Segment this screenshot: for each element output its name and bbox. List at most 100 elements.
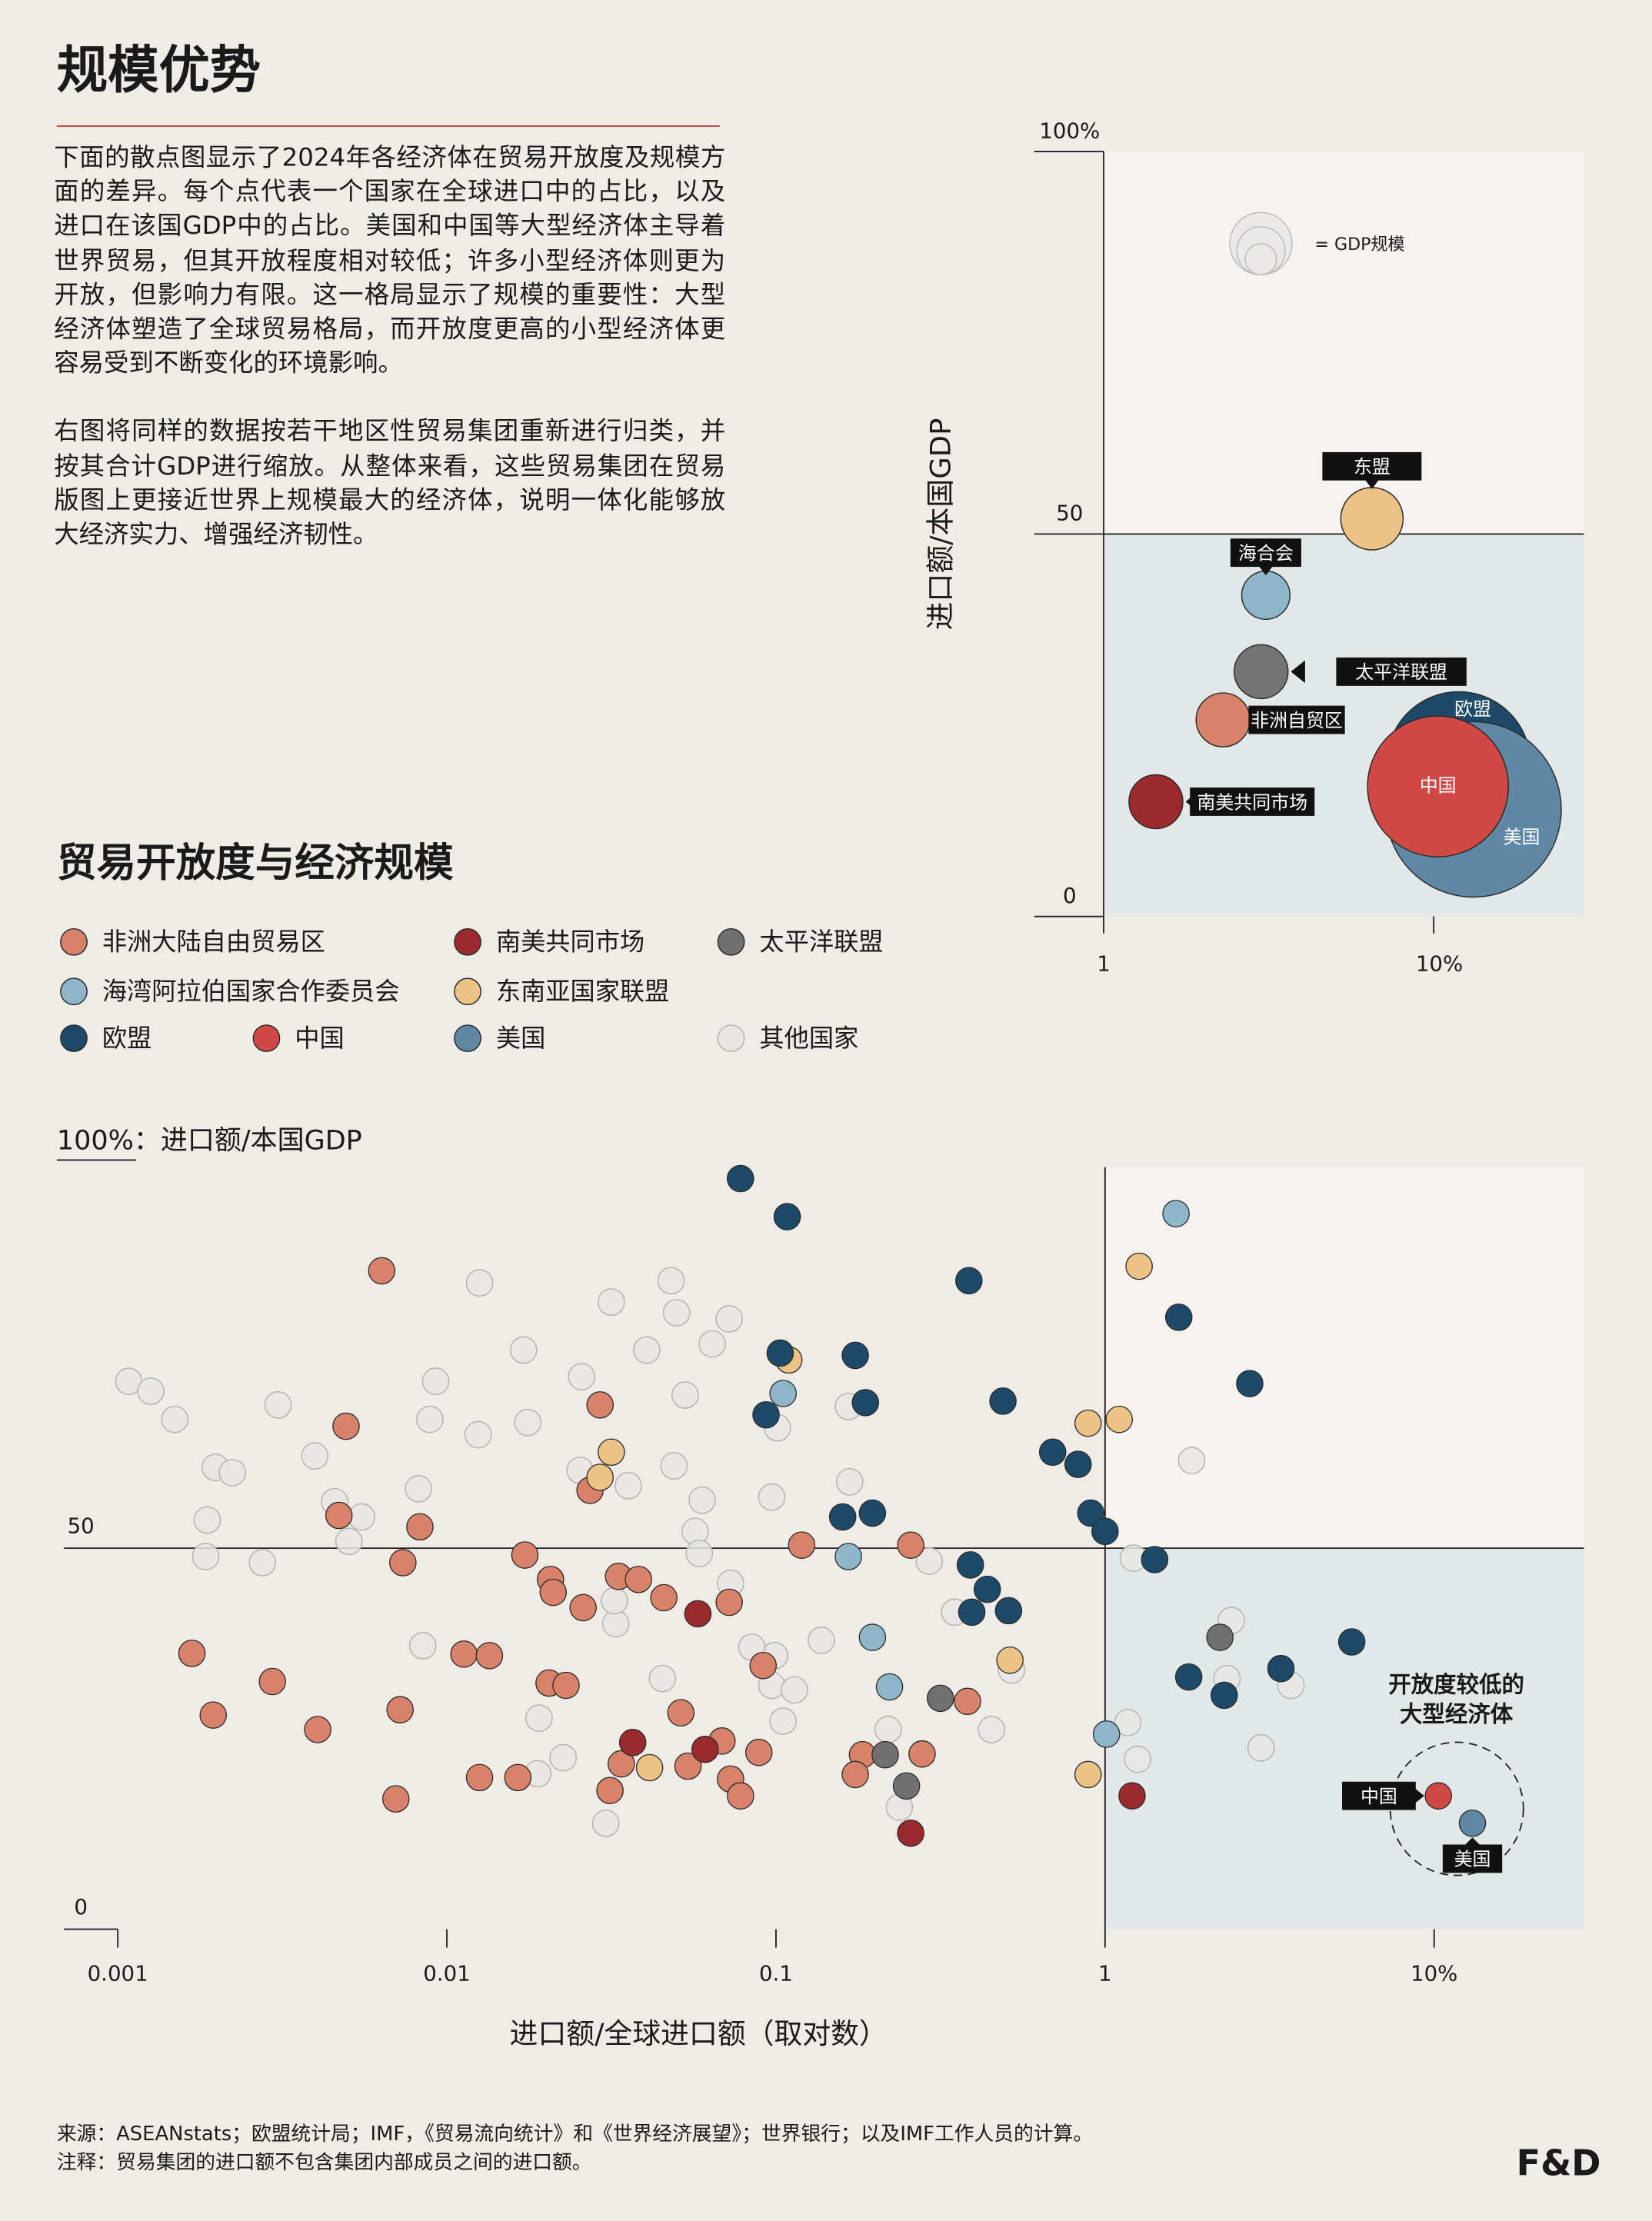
point bbox=[769, 1380, 797, 1407]
point bbox=[648, 1664, 677, 1693]
bubble bbox=[1234, 644, 1289, 700]
point bbox=[1124, 1745, 1152, 1773]
point bbox=[685, 1540, 714, 1567]
point bbox=[601, 1587, 628, 1615]
legend-swatch bbox=[252, 1024, 281, 1052]
legend-swatch bbox=[454, 1024, 481, 1052]
point bbox=[1105, 1405, 1134, 1433]
point bbox=[1267, 1654, 1295, 1683]
point bbox=[715, 1304, 744, 1333]
y-tick-label: 0 bbox=[74, 1894, 88, 1920]
point bbox=[1064, 1450, 1092, 1478]
point bbox=[744, 1738, 773, 1766]
point bbox=[1125, 1252, 1153, 1280]
bubble bbox=[1241, 570, 1291, 621]
point bbox=[624, 1565, 652, 1593]
point bbox=[926, 1684, 954, 1713]
bubble-label: 美国 bbox=[1504, 826, 1540, 847]
legend-swatch bbox=[717, 1024, 745, 1052]
point-label: 非洲自贸区 bbox=[1251, 710, 1343, 731]
point bbox=[608, 1750, 635, 1778]
point bbox=[1164, 1304, 1193, 1331]
point bbox=[248, 1549, 276, 1577]
point bbox=[989, 1387, 1017, 1415]
label-box bbox=[1190, 788, 1315, 816]
point bbox=[332, 1412, 360, 1440]
point bbox=[875, 1673, 904, 1701]
point bbox=[1091, 1517, 1119, 1546]
bubble-label: 欧盟 bbox=[1454, 698, 1491, 720]
point bbox=[908, 1740, 936, 1768]
point bbox=[978, 1716, 1006, 1743]
bubble bbox=[1195, 692, 1251, 748]
point bbox=[915, 1547, 944, 1575]
x-axis-label: 进口额/全球进口额（取对数） bbox=[510, 2017, 888, 2050]
point bbox=[199, 1701, 228, 1729]
legend-label: 欧盟 bbox=[102, 1024, 152, 1053]
logo: F&D bbox=[1517, 2143, 1601, 2184]
y-tick-label: 50 bbox=[68, 1513, 95, 1539]
point bbox=[858, 1623, 887, 1651]
point bbox=[509, 1336, 538, 1364]
legend-label: 南美共同市场 bbox=[496, 927, 644, 957]
legend-swatch bbox=[60, 927, 88, 956]
point-label: 海合会 bbox=[1238, 543, 1294, 564]
point bbox=[416, 1405, 444, 1433]
point bbox=[674, 1752, 702, 1780]
point bbox=[569, 1593, 597, 1622]
point bbox=[618, 1729, 647, 1756]
point bbox=[956, 1551, 984, 1579]
point bbox=[597, 1288, 625, 1316]
region-lower bbox=[1104, 1548, 1584, 1930]
point bbox=[635, 1753, 664, 1782]
point bbox=[727, 1782, 754, 1810]
point bbox=[301, 1442, 329, 1470]
point bbox=[1162, 1200, 1190, 1227]
point-label: 南美共同市场 bbox=[1197, 791, 1307, 813]
point bbox=[258, 1667, 286, 1696]
point bbox=[475, 1642, 504, 1670]
point bbox=[958, 1598, 986, 1627]
point bbox=[408, 1632, 437, 1660]
annotation: 大型经济体 bbox=[1400, 1701, 1514, 1727]
label-box bbox=[1248, 705, 1345, 734]
label-box bbox=[1322, 451, 1422, 481]
point bbox=[897, 1531, 924, 1559]
point bbox=[549, 1743, 578, 1772]
point bbox=[304, 1716, 331, 1743]
legend-label: 中国 bbox=[295, 1024, 344, 1053]
point bbox=[514, 1408, 542, 1437]
point bbox=[525, 1704, 553, 1732]
point-label: 东盟 bbox=[1354, 456, 1391, 478]
point bbox=[633, 1336, 661, 1364]
y-tick-label: 100% bbox=[1039, 118, 1100, 143]
point bbox=[450, 1640, 478, 1668]
bubble bbox=[1128, 774, 1184, 830]
x-tick-label: 10% bbox=[1411, 1961, 1457, 1986]
paragraph: 右图将同样的数据按若干地区性贸易集团重新进行归类，并按其合计GDP进行缩放。从整… bbox=[54, 418, 726, 550]
point bbox=[871, 1740, 899, 1769]
legend-swatch bbox=[454, 977, 481, 1006]
point bbox=[386, 1696, 415, 1723]
point bbox=[758, 1483, 786, 1511]
x-tick-label: 1 bbox=[1098, 1961, 1112, 1986]
point bbox=[405, 1474, 433, 1503]
point bbox=[835, 1468, 864, 1496]
label-box bbox=[1342, 1781, 1416, 1810]
legend-label: 东南亚国家联盟 bbox=[496, 977, 670, 1006]
point bbox=[586, 1463, 614, 1491]
label-pointer bbox=[1291, 660, 1305, 684]
point-label: 太平洋联盟 bbox=[1355, 661, 1447, 683]
y-axis-label: 进口额/本国GDP bbox=[924, 418, 958, 631]
size-legend-circle bbox=[1244, 243, 1277, 276]
bubble-label: 中国 bbox=[1420, 775, 1457, 797]
point bbox=[218, 1459, 247, 1487]
label-box bbox=[1230, 538, 1301, 568]
region-upper bbox=[1104, 1167, 1584, 1549]
bubble bbox=[1340, 487, 1404, 551]
point bbox=[788, 1531, 816, 1559]
point bbox=[773, 1203, 801, 1230]
point bbox=[973, 1575, 1001, 1603]
point bbox=[660, 1452, 688, 1480]
point bbox=[1074, 1409, 1102, 1437]
